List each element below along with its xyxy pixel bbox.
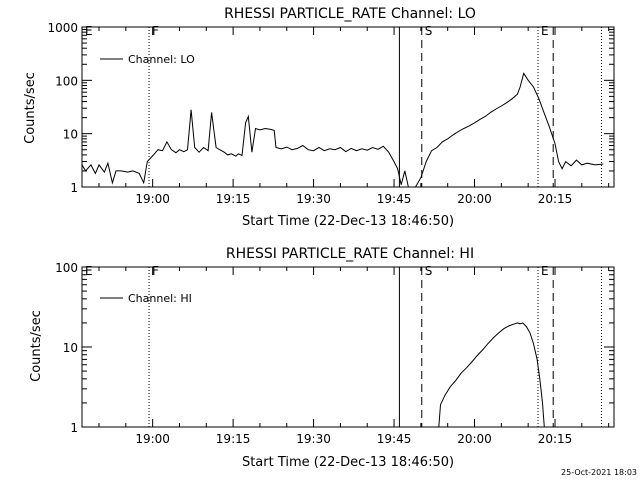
- panel-hi-ytick-label: 1: [70, 421, 78, 435]
- panel-hi-axes: 19:00 19:15 19:30 19:45 20:00 20:15 1 10 100: [55, 261, 615, 446]
- panel-hi-ylabel: Counts/sec: [29, 310, 44, 382]
- panel-hi-series-line: [438, 322, 545, 428]
- panel-lo-legend: Channel: LO: [100, 53, 195, 66]
- panel-lo-event-label: S: [425, 24, 433, 38]
- panel-lo-xtick-label: 19:30: [296, 192, 331, 206]
- panel-lo-xtick-label: 19:15: [216, 192, 251, 206]
- panel-hi-xtick-label: 19:15: [216, 432, 251, 446]
- panel-hi-event-label: S: [425, 264, 433, 278]
- panel-hi: RHESSI PARTICLE_RATE Channel: HI Counts/…: [29, 246, 615, 470]
- panel-hi-event-label: F: [152, 264, 159, 278]
- panel-lo-event-label: E: [85, 24, 93, 38]
- panel-lo-xtick-label: 20:15: [538, 192, 573, 206]
- panel-hi-title: RHESSI PARTICLE_RATE Channel: HI: [226, 246, 474, 262]
- panel-hi-xtick-label: 20:00: [457, 432, 492, 446]
- panel-lo-legend-label: Channel: LO: [128, 53, 195, 66]
- panel-hi-ytick-label: 100: [55, 261, 78, 275]
- panel-hi-legend: Channel: HI: [100, 292, 192, 305]
- panel-lo-event-label: E: [541, 24, 549, 38]
- panel-hi-xtick-label: 19:00: [135, 432, 170, 446]
- panel-lo-xtick-label: 20:00: [457, 192, 492, 206]
- panel-hi-event-label: E: [85, 264, 93, 278]
- panel-lo: RHESSI PARTICLE_RATE Channel: LO Counts/…: [23, 6, 615, 229]
- panel-lo-title: RHESSI PARTICLE_RATE Channel: LO: [224, 6, 476, 22]
- panel-hi-legend-label: Channel: HI: [128, 292, 192, 305]
- panel-hi-xtick-label: 20:15: [538, 432, 573, 446]
- panel-lo-ylabel: Counts/sec: [23, 72, 38, 144]
- panel-hi-xtick-label: 19:45: [377, 432, 412, 446]
- panel-lo-ytick-label: 10: [63, 128, 78, 142]
- panel-lo-ytick-label: 100: [55, 74, 78, 88]
- timestamp: 25-Oct-2021 18:03: [561, 468, 637, 477]
- panel-lo-axes: 19:00 19:15 19:30 19:45 20:00 20:15 1 10 100 1000: [47, 21, 615, 206]
- panel-lo-ytick-label: 1: [70, 181, 78, 195]
- panel-hi-ytick-label: 10: [63, 341, 78, 355]
- panel-hi-event-label: E: [541, 264, 549, 278]
- panel-hi-xtick-label: 19:30: [296, 432, 331, 446]
- panel-lo-event-label: F: [152, 24, 159, 38]
- panel-lo-xlabel: Start Time (22-Dec-13 18:46:50): [242, 214, 454, 229]
- panel-lo-xtick-label: 19:00: [135, 192, 170, 206]
- panel-lo-frame: [81, 26, 615, 188]
- panel-lo-xtick-label: 19:45: [377, 192, 412, 206]
- panel-hi-xlabel: Start Time (22-Dec-13 18:46:50): [242, 455, 454, 470]
- panel-lo-ytick-label: 1000: [47, 21, 78, 35]
- panel-lo-series-line: [81, 72, 604, 188]
